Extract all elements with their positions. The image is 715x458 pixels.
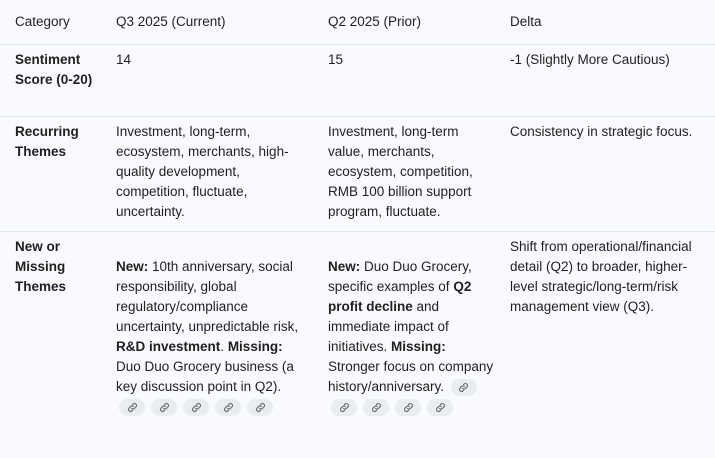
citation-link-button[interactable] (331, 399, 357, 417)
prior-cell: New: Duo Duo Grocery, specific examples … (314, 230, 504, 458)
new-bold: R&D investment (116, 338, 221, 354)
header-category: Category (15, 14, 70, 29)
link-icon (339, 402, 350, 413)
link-icon (191, 402, 202, 413)
table-row-sentiment: Sentiment Score (0-20) 14 15 -1 (Slightl… (0, 43, 715, 116)
missing-label: Missing: (391, 338, 446, 354)
citation-link-button[interactable] (183, 399, 209, 417)
link-icon (223, 402, 234, 413)
header-current: Q3 2025 (Current) (116, 14, 226, 29)
link-icon (371, 402, 382, 413)
missing-text: Stronger focus on company history/annive… (328, 358, 494, 394)
link-icon (435, 402, 446, 413)
missing-text: Duo Duo Grocery business (a key discussi… (116, 358, 294, 394)
category-cell: New or Missing Themes (0, 230, 100, 458)
citation-chips (116, 399, 276, 417)
link-icon (159, 402, 170, 413)
citation-link-button[interactable] (247, 399, 273, 417)
delta-cell: -1 (Slightly More Cautious) (504, 43, 715, 116)
current-cell: Investment, long-term, ecosystem, mercha… (100, 115, 314, 231)
link-icon (255, 402, 266, 413)
current-cell: New: 10th anniversary, social responsibi… (100, 230, 314, 458)
category-cell: Recurring Themes (0, 115, 100, 231)
current-cell: 14 (100, 43, 314, 116)
link-icon (127, 402, 138, 413)
missing-label: Missing: (227, 338, 283, 354)
new-text: 10th anniversary, social responsibility,… (116, 258, 299, 334)
new-label: New: (116, 258, 149, 274)
new-label: New: (328, 258, 361, 274)
link-icon (458, 382, 469, 393)
citation-link-button[interactable] (395, 399, 421, 417)
delta-cell: Shift from operational/financial detail … (504, 230, 715, 458)
citation-link-button[interactable] (427, 399, 453, 417)
table-row-recurring: Recurring Themes Investment, long-term, … (0, 115, 715, 231)
category-cell: Sentiment Score (0-20) (0, 43, 100, 116)
table-row-new-missing: New or Missing Themes New: 10th annivers… (0, 230, 715, 458)
citation-chips (328, 379, 480, 417)
prior-cell: 15 (314, 43, 504, 116)
citation-link-button[interactable] (215, 399, 241, 417)
citation-link-button[interactable] (119, 399, 145, 417)
delta-cell: Consistency in strategic focus. (504, 115, 715, 231)
link-icon (403, 402, 414, 413)
prior-cell: Investment, long-term value, merchants, … (314, 115, 504, 231)
citation-link-button[interactable] (450, 379, 477, 397)
new-text: Duo Duo Grocery, specific examples of (328, 258, 472, 294)
citation-link-button[interactable] (151, 399, 177, 417)
new-bold: Q2 profit decline (328, 278, 472, 314)
header-row: Category Q3 2025 (Current) Q2 2025 (Prio… (0, 0, 715, 44)
header-prior: Q2 2025 (Prior) (328, 14, 422, 29)
header-delta: Delta (510, 14, 542, 29)
citation-link-button[interactable] (363, 399, 389, 417)
